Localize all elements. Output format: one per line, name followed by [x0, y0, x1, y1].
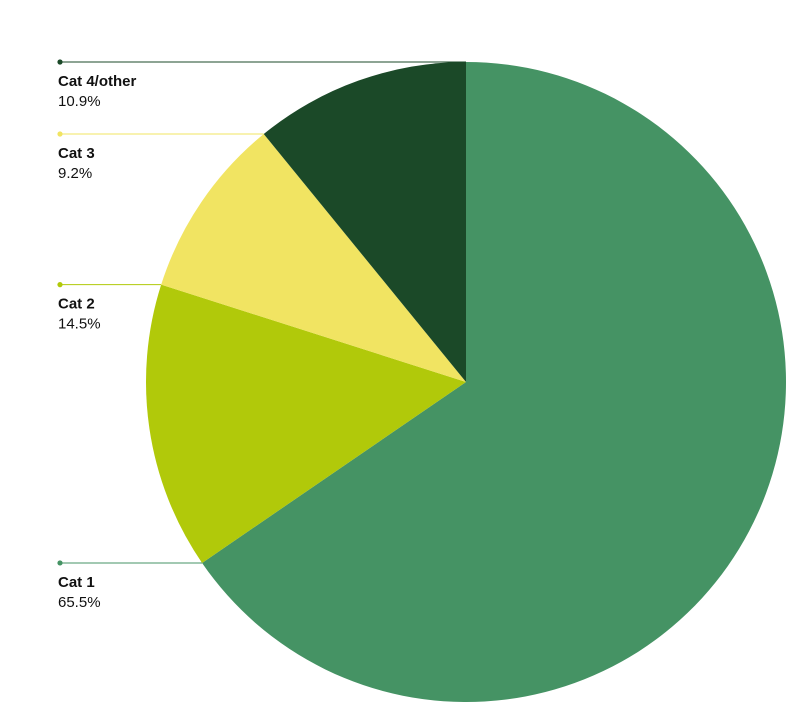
pie-slice-cat-1 — [202, 62, 787, 702]
slice-label-cat-2: Cat 2 — [58, 296, 95, 313]
slice-value-cat-1: 65.5% — [58, 594, 101, 611]
pie-slice-cat-4-other — [263, 62, 466, 382]
slice-label-cat-4-other: Cat 4/other — [58, 73, 137, 90]
pie-slices — [146, 62, 787, 702]
slice-value-cat-2: 14.5% — [58, 316, 101, 333]
leader-lines — [57, 59, 466, 566]
leader-dot-cat-2 — [57, 282, 63, 288]
slice-label-cat-1: Cat 1 — [58, 574, 95, 591]
slice-label-cat-3: Cat 3 — [58, 145, 95, 162]
leader-dot-cat-1 — [57, 560, 63, 566]
pie-slice-cat-2 — [146, 284, 466, 563]
leader-dot-cat-4-other — [57, 59, 63, 65]
slice-labels: Cat 1 65.5% Cat 2 14.5% Cat 3 9.2% Cat 4/other… — [58, 73, 137, 611]
slice-value-cat-3: 9.2% — [58, 165, 92, 182]
leader-dot-cat-3 — [57, 131, 63, 137]
pie-slice-cat-3 — [161, 134, 467, 382]
slice-value-cat-4-other: 10.9% — [58, 93, 101, 110]
